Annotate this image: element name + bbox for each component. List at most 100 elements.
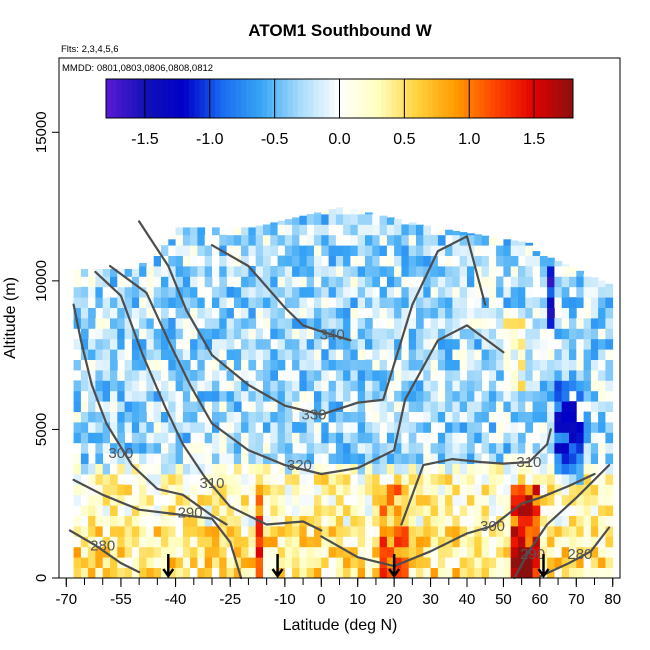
heat-cell xyxy=(226,526,235,537)
heat-cell xyxy=(117,567,125,579)
heat-cell xyxy=(168,463,176,475)
heat-cell xyxy=(481,505,490,516)
heat-cell xyxy=(408,349,417,360)
colorbar-swatch xyxy=(443,79,449,118)
heat-cell xyxy=(350,359,359,371)
heat-cell xyxy=(153,526,162,537)
heat-cell xyxy=(496,422,504,433)
heat-cell xyxy=(350,286,359,298)
heat-cell xyxy=(532,255,541,267)
heat-cell xyxy=(328,276,337,288)
heat-cell xyxy=(306,567,315,579)
heat-cell xyxy=(175,307,184,319)
heat-cell xyxy=(226,411,235,423)
heat-cell xyxy=(408,494,417,506)
heat-cell xyxy=(503,526,512,537)
heat-cell xyxy=(459,307,468,319)
heat-cell xyxy=(212,307,220,319)
heat-cell xyxy=(532,380,541,392)
heat-cell xyxy=(416,494,424,506)
heat-cell xyxy=(335,318,344,329)
contour-line-310 xyxy=(94,270,323,532)
heat-cell xyxy=(518,484,526,496)
heat-cell xyxy=(314,359,322,371)
heat-cell xyxy=(437,266,446,277)
heat-cell xyxy=(372,546,380,558)
heat-cell xyxy=(576,297,584,308)
heat-cell xyxy=(350,307,359,319)
heat-cell xyxy=(416,401,424,412)
heat-cell xyxy=(241,255,249,267)
heat-cell xyxy=(445,401,453,412)
heat-cell xyxy=(110,307,118,319)
heat-cell xyxy=(474,453,482,464)
heat-cell xyxy=(117,307,125,319)
heat-cell xyxy=(175,546,184,558)
heat-cell xyxy=(525,567,533,579)
heat-cell xyxy=(474,411,482,423)
heat-cell xyxy=(197,307,206,319)
heat-cell xyxy=(503,239,512,246)
heat-cell xyxy=(102,432,111,444)
heat-cell xyxy=(488,236,497,246)
heat-cell xyxy=(343,349,351,360)
heat-cell xyxy=(467,536,475,548)
heat-cell xyxy=(423,225,431,236)
heat-cell xyxy=(576,359,584,371)
heat-cell xyxy=(335,214,344,225)
heat-cell xyxy=(212,494,220,506)
heat-cell xyxy=(248,276,257,288)
heat-cell xyxy=(204,370,213,381)
heat-cell xyxy=(474,422,482,433)
heat-cell xyxy=(263,463,271,475)
heat-cell xyxy=(153,359,162,371)
heat-cell xyxy=(190,401,198,412)
heat-cell xyxy=(299,370,308,381)
heat-cell xyxy=(343,286,351,298)
heat-cell xyxy=(219,411,227,423)
heat-cell xyxy=(299,215,308,225)
heat-cell xyxy=(306,328,315,340)
heat-cell xyxy=(73,286,82,298)
heat-cell xyxy=(102,557,111,568)
heat-cell xyxy=(605,484,614,496)
heat-cell xyxy=(161,515,169,527)
heat-cell xyxy=(175,401,184,412)
heat-cell xyxy=(335,286,344,298)
heat-cell xyxy=(161,349,169,360)
heat-cell xyxy=(124,269,133,277)
heat-cell xyxy=(248,245,257,256)
heat-cell xyxy=(73,307,82,319)
heat-cell xyxy=(299,224,308,236)
x-tick-label: 30 xyxy=(422,591,439,608)
heat-cell xyxy=(401,359,410,371)
heat-cell xyxy=(335,557,344,568)
heat-cell xyxy=(263,318,271,329)
heat-cell xyxy=(146,484,155,496)
heat-cell xyxy=(437,359,446,371)
heat-cell xyxy=(561,390,570,402)
heat-cell xyxy=(161,380,169,392)
heat-cell xyxy=(481,338,490,350)
heat-cell xyxy=(598,297,606,308)
heat-cell xyxy=(365,453,373,464)
heat-cell xyxy=(146,286,155,298)
heat-cell xyxy=(386,432,395,444)
heat-cell xyxy=(168,453,176,464)
heat-cell xyxy=(576,567,584,579)
contour-label-310: 310 xyxy=(199,475,224,492)
heat-cell xyxy=(532,338,541,350)
heat-cell xyxy=(270,370,278,381)
heat-cell xyxy=(365,266,373,277)
heat-cell xyxy=(314,526,322,537)
heat-cell xyxy=(328,411,337,423)
heat-cell xyxy=(481,463,490,475)
heat-cell xyxy=(306,536,315,548)
heat-cell xyxy=(306,442,315,454)
heat-cell xyxy=(110,557,118,568)
heat-cell xyxy=(467,484,475,496)
heat-cell xyxy=(306,453,315,464)
heat-cell xyxy=(110,463,118,475)
heat-cell xyxy=(328,432,337,444)
heat-cell xyxy=(350,432,359,444)
